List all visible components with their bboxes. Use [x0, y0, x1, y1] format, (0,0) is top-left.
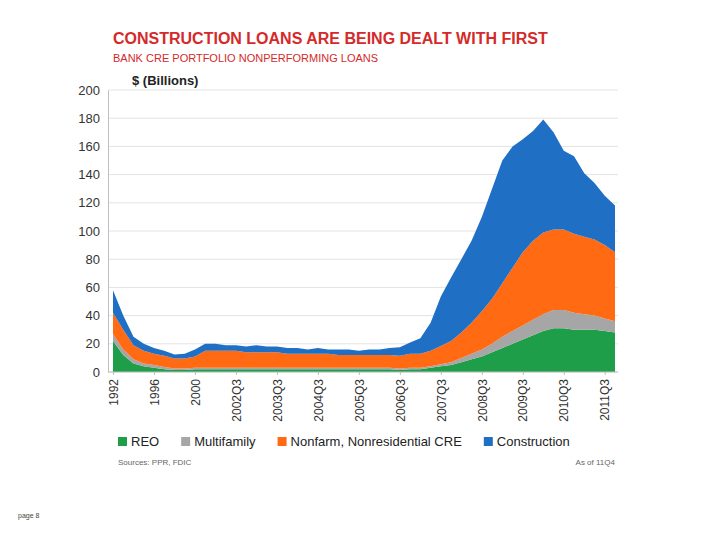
y-tick-label: 200: [78, 83, 100, 98]
chart-container: CONSTRUCTION LOANS ARE BEING DEALT WITH …: [0, 0, 720, 540]
x-tick-label: 2003Q3: [271, 379, 285, 422]
x-axis: 1992 1996 2000 2002Q3 2003Q3 2004Q3 2005Q3 2006…: [107, 372, 618, 422]
legend-label: Nonfarm, Nonresidential CRE: [291, 434, 463, 449]
legend-item: REO: [118, 434, 159, 449]
x-tick-label: 2006Q3: [394, 379, 408, 422]
x-tick-mark: [564, 372, 565, 375]
y-tick: 100: [78, 224, 108, 239]
y-tick: 180: [78, 111, 108, 126]
area-2: [113, 230, 615, 369]
y-tick: 200: [78, 83, 108, 98]
x-tick: 2005Q3: [353, 372, 367, 422]
legend-label: Multifamily: [194, 434, 256, 449]
x-tick-mark: [482, 372, 483, 375]
note: As of 11Q4: [576, 458, 616, 467]
y-tick: 20: [86, 336, 108, 351]
x-tick: 2004Q3: [312, 372, 326, 422]
y-tick: 120: [78, 195, 108, 210]
legend-swatch: [118, 437, 127, 446]
legend-swatch: [181, 437, 190, 446]
y-tick-label: 160: [78, 139, 100, 154]
x-tick: 2000: [189, 372, 203, 406]
y-tick: 80: [86, 252, 108, 267]
y-tick: 40: [86, 308, 108, 323]
legend-label: Construction: [497, 434, 570, 449]
x-tick-mark: [441, 372, 442, 375]
chart-svg: CONSTRUCTION LOANS ARE BEING DEALT WITH …: [0, 0, 720, 540]
x-tick-mark: [318, 372, 319, 375]
x-tick-label: 2007Q3: [435, 379, 449, 422]
x-tick-label: 2011Q3: [598, 379, 612, 421]
y-tick: 60: [86, 280, 108, 295]
x-tick: 2007Q3: [435, 372, 449, 422]
x-tick: 1992: [107, 372, 121, 406]
x-tick-mark: [154, 372, 155, 375]
x-tick-mark: [113, 372, 114, 375]
y-tick: 140: [78, 167, 108, 182]
legend: REO Multifamily Nonfarm, Nonresidential CR…: [118, 434, 570, 449]
y-tick-label: 180: [78, 111, 100, 126]
legend-item: Multifamily: [181, 434, 256, 449]
x-tick-label: 2010Q3: [557, 379, 571, 422]
legend-swatch: [484, 437, 493, 446]
y-tick-label: 60: [86, 280, 100, 295]
x-tick-label: 1992: [107, 379, 121, 406]
y-tick-label: 120: [78, 195, 100, 210]
x-tick: 2010Q3: [557, 372, 571, 422]
x-tick: 2008Q3: [476, 372, 490, 422]
x-tick: 2002Q3: [230, 372, 244, 422]
x-tick: 2003Q3: [271, 372, 285, 422]
x-tick-label: 2004Q3: [312, 379, 326, 422]
x-tick-mark: [523, 372, 524, 375]
x-tick-label: 2009Q3: [516, 379, 530, 422]
area-3: [113, 120, 615, 359]
title: CONSTRUCTION LOANS ARE BEING DEALT WITH …: [113, 30, 548, 47]
background: [0, 0, 720, 540]
y-tick: 0: [93, 365, 108, 380]
legend-swatch: [278, 437, 287, 446]
y-axis: 0 20 40 60 80 100 120 140 160 180 200: [78, 83, 108, 380]
legend-label: REO: [131, 434, 159, 449]
x-tick: 2011Q3: [598, 372, 612, 421]
y-tick-label: 20: [86, 336, 100, 351]
legend-item: Construction: [484, 434, 570, 449]
y-tick-label: 140: [78, 167, 100, 182]
plot-areas: [113, 120, 615, 372]
grid-line: [108, 372, 618, 373]
grid-line: [108, 90, 618, 91]
subtitle: BANK CRE PORTFOLIO NONPERFORMING LOANS: [113, 52, 378, 64]
y-tick-label: 100: [78, 224, 100, 239]
grid-line: [108, 118, 618, 119]
x-tick: 2006Q3: [394, 372, 408, 422]
x-tick-label: 2008Q3: [476, 379, 490, 422]
x-tick-label: 1996: [148, 379, 162, 406]
y-tick: 160: [78, 139, 108, 154]
y-axis-title: $ (Billions): [132, 73, 198, 88]
y-tick-label: 40: [86, 308, 100, 323]
x-tick-mark: [195, 372, 196, 375]
x-tick-mark: [605, 372, 606, 375]
x-tick: 1996: [148, 372, 162, 406]
y-tick-label: 0: [93, 365, 100, 380]
y-tick-label: 80: [86, 252, 100, 267]
x-tick-label: 2002Q3: [230, 379, 244, 422]
x-tick-mark: [277, 372, 278, 375]
grid: [108, 90, 618, 372]
page-number: page 8: [18, 512, 40, 520]
x-tick-label: 2005Q3: [353, 379, 367, 422]
legend-item: Nonfarm, Nonresidential CRE: [278, 434, 463, 449]
y-axis-line: [108, 91, 109, 373]
x-tick-label: 2000: [189, 379, 203, 406]
x-tick-mark: [359, 372, 360, 375]
x-tick-mark: [400, 372, 401, 375]
source: Sources: PPR, FDIC: [118, 458, 192, 467]
x-axis-line: [108, 372, 618, 373]
x-tick-mark: [236, 372, 237, 375]
x-tick: 2009Q3: [516, 372, 530, 422]
